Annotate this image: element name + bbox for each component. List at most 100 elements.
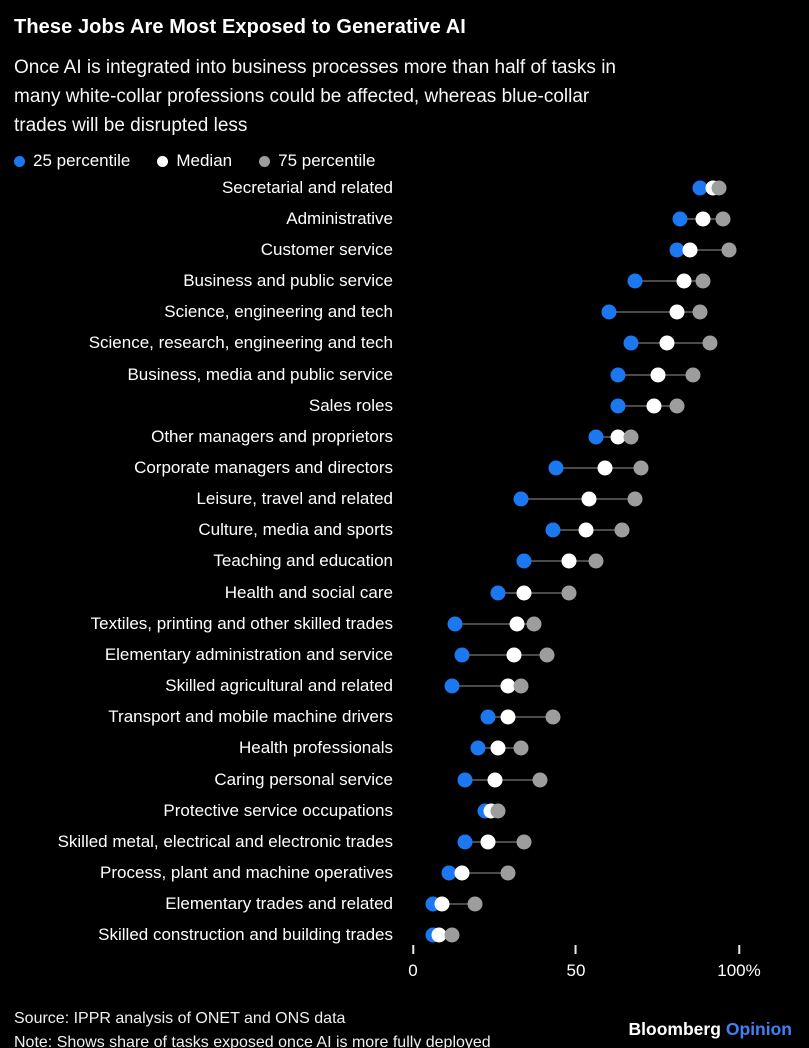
chart-row: Textiles, printing and other skilled tra… bbox=[0, 608, 809, 639]
row-track bbox=[413, 639, 739, 670]
median-dot bbox=[659, 335, 675, 351]
category-label: Skilled agricultural and related bbox=[165, 676, 393, 696]
row-track bbox=[413, 515, 739, 546]
p25-dot bbox=[454, 647, 470, 663]
p75-dot bbox=[444, 927, 460, 943]
p75-dot bbox=[627, 491, 643, 507]
range-connector bbox=[523, 560, 596, 563]
chart-row: Health professionals bbox=[0, 733, 809, 764]
median-dot bbox=[454, 865, 470, 881]
chart-row: Corporate managers and directors bbox=[0, 452, 809, 483]
category-label: Corporate managers and directors bbox=[134, 457, 393, 477]
p75-dot bbox=[500, 865, 516, 881]
legend-label: 75 percentile bbox=[278, 151, 376, 170]
category-label: Health professionals bbox=[238, 738, 393, 758]
category-label: Secretarial and related bbox=[221, 177, 393, 197]
p25-dot bbox=[610, 367, 626, 383]
p75-legend-dot-icon bbox=[259, 155, 271, 167]
category-label: Health and social care bbox=[224, 582, 393, 602]
chart-row: Science, engineering and tech bbox=[0, 297, 809, 328]
chart-row: Health and social care bbox=[0, 577, 809, 608]
p25-dot bbox=[513, 491, 529, 507]
row-track bbox=[413, 671, 739, 702]
chart-row: Skilled agricultural and related bbox=[0, 671, 809, 702]
p25-dot bbox=[516, 553, 532, 569]
p25-dot bbox=[447, 616, 463, 632]
p25-dot bbox=[470, 740, 486, 756]
median-dot bbox=[578, 522, 594, 538]
p75-dot bbox=[513, 740, 529, 756]
p25-dot bbox=[623, 335, 639, 351]
median-dot bbox=[516, 585, 532, 601]
row-track bbox=[413, 359, 739, 390]
range-connector bbox=[465, 778, 541, 781]
p75-dot bbox=[685, 367, 701, 383]
chart-row: Administrative bbox=[0, 203, 809, 234]
p25-dot bbox=[627, 273, 643, 289]
row-track bbox=[413, 172, 739, 203]
median-dot bbox=[487, 772, 502, 788]
p75-dot bbox=[692, 304, 708, 320]
p75-dot bbox=[532, 772, 548, 788]
chart-row: Business and public service bbox=[0, 265, 809, 296]
chart-row: Process, plant and machine operatives bbox=[0, 857, 809, 888]
row-track bbox=[413, 421, 739, 452]
row-track bbox=[413, 577, 739, 608]
subtitle-line: Once AI is integrated into business proc… bbox=[14, 57, 616, 78]
p25-legend-dot-icon bbox=[14, 155, 25, 167]
category-label: Caring personal service bbox=[214, 769, 393, 789]
category-label: Science, research, engineering and tech bbox=[88, 333, 393, 353]
category-label: Skilled metal, electrical and electronic… bbox=[57, 831, 393, 851]
p75-dot bbox=[623, 429, 639, 445]
chart-row: Elementary trades and related bbox=[0, 889, 809, 920]
legend: 25 percentile Median 75 percentile bbox=[14, 150, 795, 172]
p25-dot bbox=[444, 678, 460, 694]
row-track bbox=[413, 452, 739, 483]
p75-dot bbox=[490, 803, 506, 819]
page-title: These Jobs Are Most Exposed to Generativ… bbox=[14, 16, 466, 38]
row-track bbox=[413, 889, 739, 920]
row-track bbox=[413, 546, 739, 577]
category-label: Protective service occupations bbox=[163, 800, 393, 820]
median-dot bbox=[682, 242, 698, 258]
chart-row: Transport and mobile machine drivers bbox=[0, 702, 809, 733]
row-track bbox=[413, 826, 739, 857]
range-connector bbox=[455, 622, 534, 625]
chart-subtitle: Once AI is integrated into business proc… bbox=[14, 53, 795, 140]
x-axis-tick-label: 0 bbox=[408, 960, 418, 980]
p75-dot bbox=[539, 647, 555, 663]
median-dot bbox=[650, 367, 665, 383]
median-dot bbox=[610, 429, 626, 445]
category-label: Science, engineering and tech bbox=[164, 302, 393, 322]
p25-dot bbox=[601, 304, 617, 320]
chart-row: Protective service occupations bbox=[0, 795, 809, 826]
category-label: Skilled construction and building trades bbox=[98, 925, 393, 945]
range-connector bbox=[432, 903, 475, 906]
category-label: Sales roles bbox=[308, 395, 393, 415]
subtitle-line: trades will be disrupted less bbox=[14, 115, 248, 136]
p25-dot bbox=[669, 242, 685, 258]
category-label: Business and public service bbox=[183, 271, 393, 291]
legend-label: 25 percentile bbox=[33, 151, 131, 170]
chart-row: Skilled metal, electrical and electronic… bbox=[0, 826, 809, 857]
x-axis-tick-100: 100% bbox=[717, 944, 761, 981]
median-dot bbox=[676, 273, 692, 289]
p25-dot bbox=[548, 460, 564, 476]
p25-dot bbox=[610, 398, 626, 414]
p75-dot bbox=[588, 553, 604, 569]
median-dot bbox=[500, 678, 516, 694]
category-label: Textiles, printing and other skilled tra… bbox=[90, 613, 393, 633]
p75-dot bbox=[669, 398, 685, 414]
category-label: Transport and mobile machine drivers bbox=[108, 707, 393, 727]
legend-item-p75: 75 percentile bbox=[259, 151, 375, 171]
median-dot bbox=[500, 709, 516, 725]
source-note: Source: IPPR analysis of ONET and ONS da… bbox=[14, 1010, 346, 1027]
p25-dot bbox=[545, 522, 561, 538]
p75-dot bbox=[513, 678, 529, 694]
p75-dot bbox=[711, 180, 727, 196]
p75-dot bbox=[516, 834, 532, 850]
category-label: Administrative bbox=[286, 208, 393, 228]
median-dot bbox=[480, 834, 496, 850]
p25-dot bbox=[457, 772, 473, 788]
row-track bbox=[413, 484, 739, 515]
